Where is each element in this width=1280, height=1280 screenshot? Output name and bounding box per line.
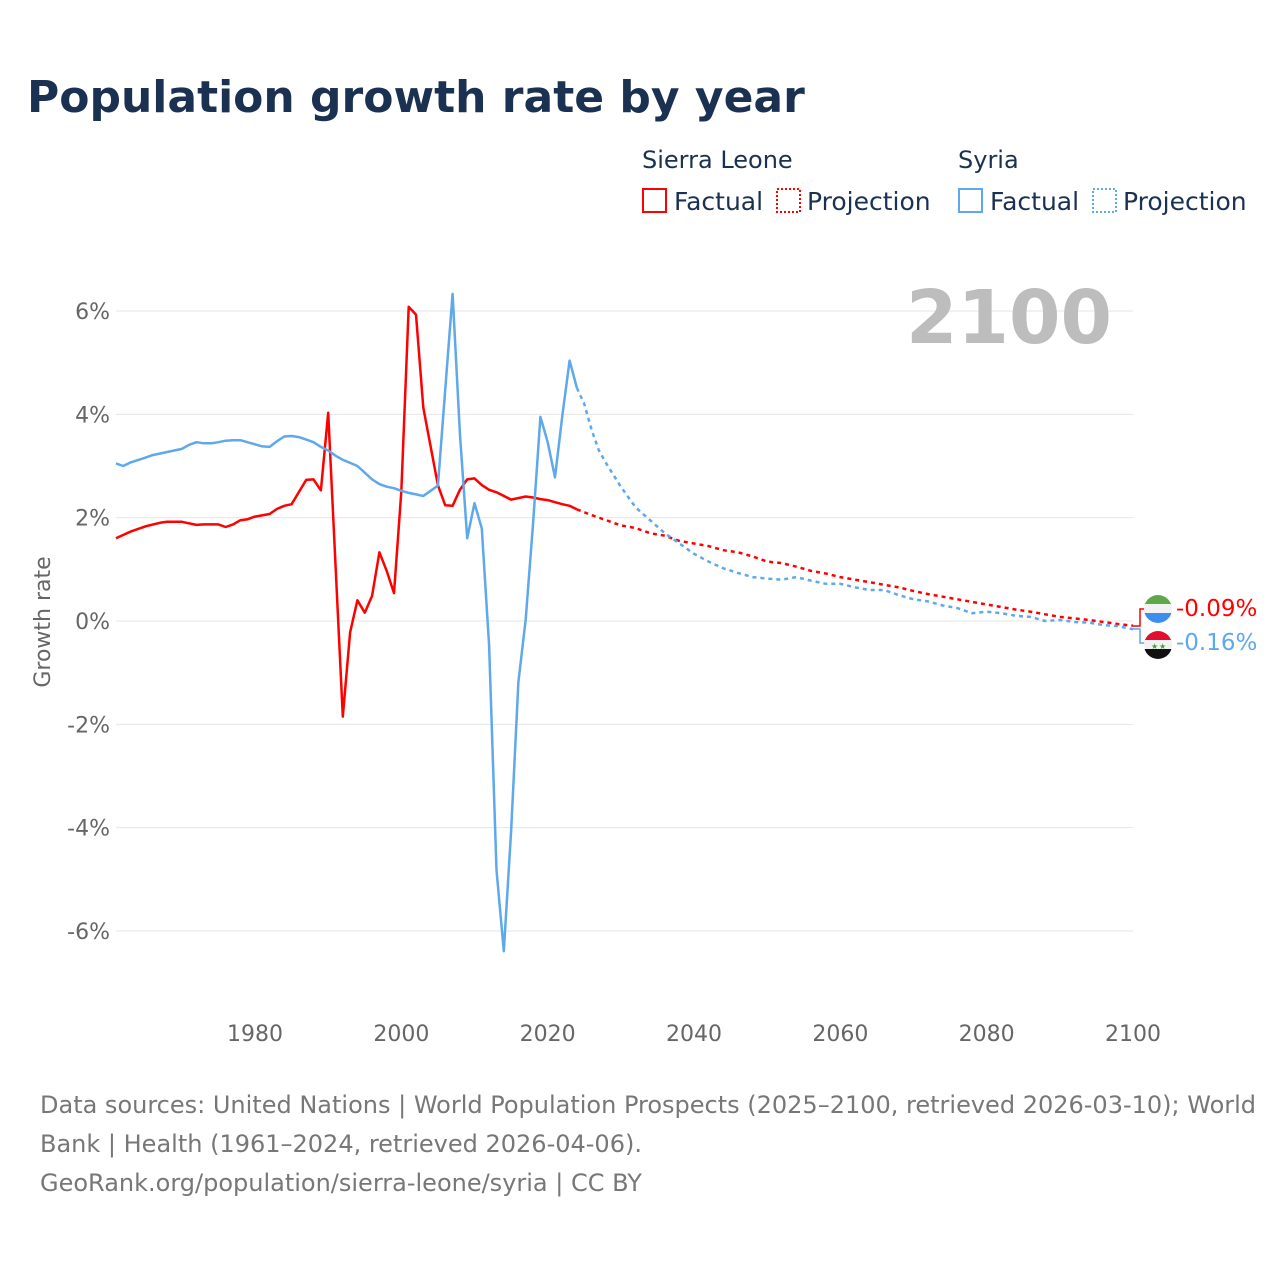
sierra-leone-projection-line <box>576 508 1134 627</box>
syria-projection-line <box>575 387 1134 631</box>
y-tick-label: 0% <box>75 610 110 635</box>
legend-sl-factual[interactable]: Factual <box>674 187 763 216</box>
footer-sources-line2: Bank | Health (1961–2024, retrieved 2026… <box>40 1130 642 1158</box>
y-tick-label: -2% <box>67 713 110 738</box>
legend-group-syria: Syria <box>958 146 1019 174</box>
y-tick-label: 4% <box>75 403 110 428</box>
syria-flag-icon: ★ ★ <box>1144 631 1172 659</box>
y-axis-label: Growth rate <box>31 556 56 687</box>
footer-credit[interactable]: GeoRank.org/population/sierra-leone/syri… <box>40 1169 642 1197</box>
y-tick-label: -4% <box>67 817 110 842</box>
x-tick-label: 2060 <box>812 1022 868 1047</box>
x-tick-label: 1980 <box>227 1022 283 1047</box>
y-axis-ticks: -6% -4% -2% 0% 2% 4% 6% <box>67 300 110 945</box>
legend-sy-factual[interactable]: Factual <box>990 187 1079 216</box>
legend-sl-projection[interactable]: Projection <box>807 187 931 216</box>
x-tick-label: 2000 <box>373 1022 429 1047</box>
legend: Sierra Leone Factual Projection Syria Fa… <box>642 146 1247 216</box>
x-tick-label: 2040 <box>666 1022 722 1047</box>
syria-end-value: -0.16% <box>1176 630 1257 656</box>
legend-swatch-sy-factual <box>958 188 983 213</box>
legend-swatch-sl-factual <box>642 188 667 213</box>
y-tick-label: 2% <box>75 507 110 532</box>
chart-title: Population growth rate by year <box>27 72 805 123</box>
current-year: 2100 <box>906 275 1112 361</box>
legend-group-sierra-leone: Sierra Leone <box>642 146 793 174</box>
x-tick-label: 2100 <box>1105 1022 1161 1047</box>
x-tick-label: 2080 <box>959 1022 1015 1047</box>
gridlines <box>116 310 1133 932</box>
footer-sources-line1: Data sources: United Nations | World Pop… <box>40 1091 1256 1119</box>
y-tick-label: 6% <box>75 300 110 325</box>
x-tick-label: 2020 <box>520 1022 576 1047</box>
syria-factual-line <box>115 292 579 953</box>
sy-connector <box>1133 628 1146 644</box>
sierra-leone-end-value: -0.09% <box>1176 596 1257 622</box>
legend-sy-projection[interactable]: Projection <box>1123 187 1247 216</box>
sierra-leone-flag-icon <box>1144 595 1172 623</box>
sl-connector <box>1133 608 1146 627</box>
footer: Data sources: United Nations | World Pop… <box>40 1091 1256 1197</box>
y-tick-label: -6% <box>67 920 110 945</box>
x-axis-ticks: 1980 2000 2020 2040 2060 2080 2100 <box>227 1022 1161 1047</box>
svg-text:★: ★ <box>1151 642 1158 651</box>
sierra-leone-factual-line <box>115 305 578 718</box>
end-markers: ★ ★ -0.09% -0.16% <box>1133 595 1257 659</box>
series-lines <box>115 292 1134 953</box>
legend-swatch-sy-projection <box>1092 188 1117 213</box>
svg-text:★: ★ <box>1159 642 1166 651</box>
legend-swatch-sl-projection <box>776 188 801 213</box>
